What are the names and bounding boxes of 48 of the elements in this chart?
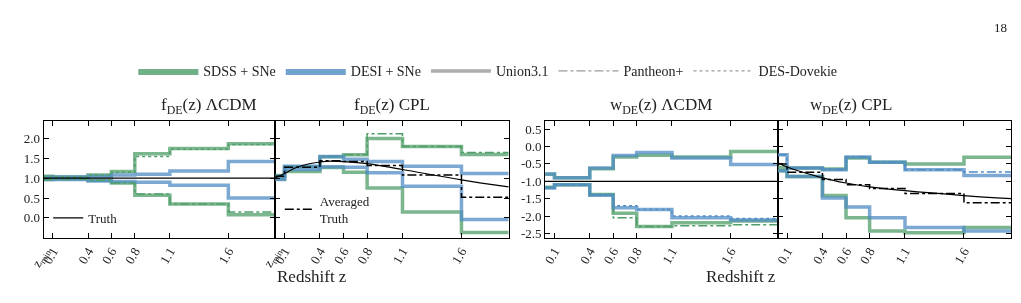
x-tick-label: 0.6 xyxy=(600,244,622,267)
x-tick-label: 0.8 xyxy=(354,244,376,267)
x-tick-label: 0.4 xyxy=(307,244,329,267)
chart-title: w$_{DE}$(z) ΛCDM xyxy=(610,95,713,117)
chart-title: f$_{DE}$(z) ΛCDM xyxy=(161,95,257,117)
x-tick-label: 1.1 xyxy=(892,244,914,267)
x-tick-label: 1.6 xyxy=(215,244,237,267)
x-tick-label: 0.8 xyxy=(623,244,645,267)
y-tick-label: 0.0 xyxy=(525,139,542,155)
text: 18 xyxy=(994,20,1007,35)
x-axis-title: Redshift z xyxy=(277,267,347,286)
x-tick-label: 1.6 xyxy=(951,244,973,267)
legend-label: Union3.1 xyxy=(495,64,549,80)
x-tick-label: 0.8 xyxy=(856,244,878,267)
y-tick-label: -1.0 xyxy=(520,173,542,189)
x-tick-label: 1.1 xyxy=(659,244,681,267)
x-tick-label: 1.1 xyxy=(389,244,411,267)
legend-label: SDSS + SNe xyxy=(203,64,276,80)
x-tick-label: 0.1 xyxy=(541,244,563,267)
x-tick-label: 0.6 xyxy=(833,244,855,267)
x-tick-label: 0.4 xyxy=(75,244,97,267)
x-tick-label: 1.1 xyxy=(156,244,179,267)
legend-label: Pantheon+ xyxy=(623,64,684,80)
legend-label: DESI + SNe xyxy=(350,64,421,80)
y-tick-label: -2.0 xyxy=(520,208,542,224)
y-tick-label: 0.0 xyxy=(23,210,40,226)
chart-title: f$_{DE}$(z) CPL xyxy=(354,95,430,117)
x-tick-label: 0.4 xyxy=(576,244,599,267)
x-tick-label: 0.1 xyxy=(774,244,796,267)
y-tick-label: 0.5 xyxy=(23,190,40,206)
x-axis-title: Redshift z xyxy=(706,267,776,286)
y-tick-label: 0.5 xyxy=(525,121,542,137)
x-tick-label: 0.4 xyxy=(809,244,831,267)
chart-title: w$_{DE}$(z) CPL xyxy=(810,95,893,117)
x-tick-label: 0.6 xyxy=(330,244,352,267)
y-tick-label: -0.5 xyxy=(520,156,542,172)
y-tick-label: 2.0 xyxy=(23,131,40,147)
legend-label: Averaged Truth xyxy=(319,193,370,226)
y-tick-label: -2.5 xyxy=(520,226,542,241)
legend-label: DES-Dovekie xyxy=(758,64,838,80)
y-tick-label: 1.5 xyxy=(23,150,40,166)
x-tick-label: 0.8 xyxy=(121,244,144,267)
legend-label: Truth xyxy=(88,210,118,226)
x-tick-label: 1.6 xyxy=(717,244,740,267)
x-tick-label: 1.6 xyxy=(448,244,470,267)
y-tick-label: -1.5 xyxy=(520,191,542,207)
y-tick-label: 1.0 xyxy=(23,170,40,186)
x-tick-label: 0.6 xyxy=(98,244,120,267)
